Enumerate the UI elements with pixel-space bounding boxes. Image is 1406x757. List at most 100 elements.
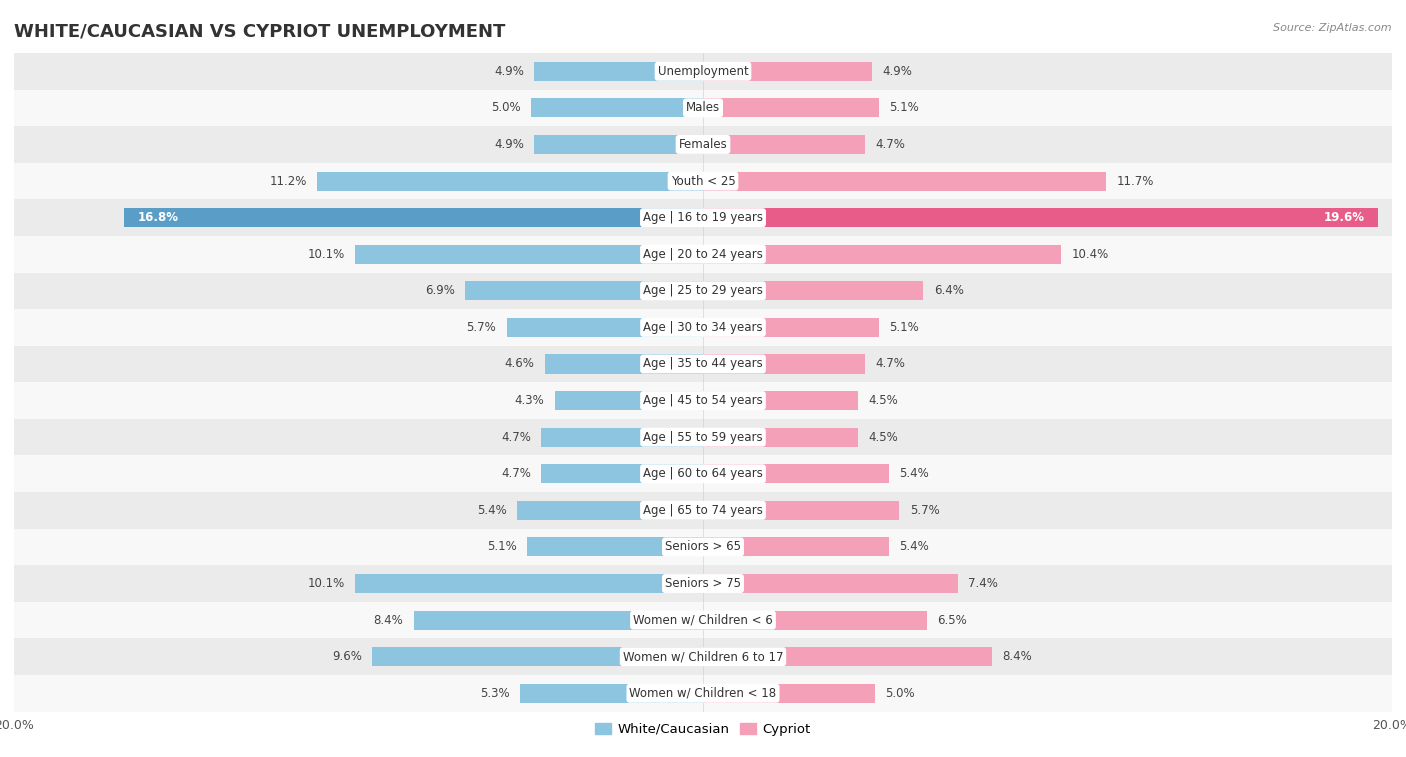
- Bar: [703, 245, 1062, 263]
- Bar: [703, 647, 993, 666]
- Bar: [413, 611, 703, 630]
- Text: 5.1%: 5.1%: [488, 540, 517, 553]
- Bar: [14, 309, 1392, 346]
- Bar: [703, 684, 875, 702]
- Text: 10.4%: 10.4%: [1071, 248, 1109, 260]
- Text: 5.4%: 5.4%: [900, 467, 929, 480]
- Bar: [703, 172, 1107, 191]
- Text: Age | 35 to 44 years: Age | 35 to 44 years: [643, 357, 763, 370]
- Bar: [703, 98, 879, 117]
- Text: Age | 16 to 19 years: Age | 16 to 19 years: [643, 211, 763, 224]
- Bar: [703, 354, 865, 373]
- Bar: [465, 282, 703, 301]
- Text: 6.5%: 6.5%: [938, 614, 967, 627]
- Bar: [703, 135, 865, 154]
- Text: Age | 30 to 34 years: Age | 30 to 34 years: [643, 321, 763, 334]
- Text: 5.4%: 5.4%: [900, 540, 929, 553]
- Bar: [14, 236, 1392, 273]
- Bar: [703, 208, 1378, 227]
- Bar: [527, 537, 703, 556]
- Text: Males: Males: [686, 101, 720, 114]
- Bar: [124, 208, 703, 227]
- Text: 19.6%: 19.6%: [1323, 211, 1364, 224]
- Bar: [14, 89, 1392, 126]
- Text: 5.1%: 5.1%: [889, 321, 918, 334]
- Bar: [520, 684, 703, 702]
- Text: 4.3%: 4.3%: [515, 394, 544, 407]
- Bar: [703, 282, 924, 301]
- Text: 9.6%: 9.6%: [332, 650, 361, 663]
- Text: 5.7%: 5.7%: [910, 504, 939, 517]
- Bar: [703, 428, 858, 447]
- Text: Women w/ Children < 18: Women w/ Children < 18: [630, 687, 776, 699]
- Text: 4.7%: 4.7%: [875, 138, 905, 151]
- Text: Source: ZipAtlas.com: Source: ZipAtlas.com: [1274, 23, 1392, 33]
- Text: Age | 20 to 24 years: Age | 20 to 24 years: [643, 248, 763, 260]
- Bar: [14, 602, 1392, 638]
- Bar: [14, 675, 1392, 712]
- Bar: [534, 62, 703, 81]
- Text: 5.1%: 5.1%: [889, 101, 918, 114]
- Bar: [703, 501, 900, 520]
- Text: 4.5%: 4.5%: [869, 394, 898, 407]
- Bar: [14, 273, 1392, 309]
- Bar: [356, 245, 703, 263]
- Text: Age | 65 to 74 years: Age | 65 to 74 years: [643, 504, 763, 517]
- Bar: [14, 199, 1392, 236]
- Text: Age | 25 to 29 years: Age | 25 to 29 years: [643, 285, 763, 298]
- Text: 7.4%: 7.4%: [969, 577, 998, 590]
- Text: 4.6%: 4.6%: [505, 357, 534, 370]
- Bar: [703, 574, 957, 593]
- Text: 11.7%: 11.7%: [1116, 175, 1154, 188]
- Text: 4.9%: 4.9%: [494, 138, 524, 151]
- Legend: White/Caucasian, Cypriot: White/Caucasian, Cypriot: [591, 718, 815, 741]
- Text: Unemployment: Unemployment: [658, 65, 748, 78]
- Bar: [531, 98, 703, 117]
- Text: 4.9%: 4.9%: [494, 65, 524, 78]
- Text: 4.7%: 4.7%: [501, 467, 531, 480]
- Text: 16.8%: 16.8%: [138, 211, 179, 224]
- Bar: [14, 492, 1392, 528]
- Text: 5.0%: 5.0%: [886, 687, 915, 699]
- Text: 5.7%: 5.7%: [467, 321, 496, 334]
- Text: 6.4%: 6.4%: [934, 285, 963, 298]
- Text: 8.4%: 8.4%: [1002, 650, 1032, 663]
- Text: Age | 60 to 64 years: Age | 60 to 64 years: [643, 467, 763, 480]
- Text: Women w/ Children < 6: Women w/ Children < 6: [633, 614, 773, 627]
- Bar: [356, 574, 703, 593]
- Text: 5.4%: 5.4%: [477, 504, 506, 517]
- Bar: [541, 428, 703, 447]
- Text: 4.7%: 4.7%: [501, 431, 531, 444]
- Bar: [14, 126, 1392, 163]
- Text: 4.9%: 4.9%: [882, 65, 912, 78]
- Text: Females: Females: [679, 138, 727, 151]
- Bar: [703, 62, 872, 81]
- Text: 4.7%: 4.7%: [875, 357, 905, 370]
- Bar: [517, 501, 703, 520]
- Text: 4.5%: 4.5%: [869, 431, 898, 444]
- Bar: [14, 346, 1392, 382]
- Text: Women w/ Children 6 to 17: Women w/ Children 6 to 17: [623, 650, 783, 663]
- Text: Age | 45 to 54 years: Age | 45 to 54 years: [643, 394, 763, 407]
- Text: 11.2%: 11.2%: [270, 175, 307, 188]
- Text: 5.0%: 5.0%: [491, 101, 520, 114]
- Text: Seniors > 65: Seniors > 65: [665, 540, 741, 553]
- Bar: [14, 565, 1392, 602]
- Bar: [541, 464, 703, 483]
- Bar: [14, 53, 1392, 89]
- Bar: [318, 172, 703, 191]
- Text: Age | 55 to 59 years: Age | 55 to 59 years: [643, 431, 763, 444]
- Bar: [534, 135, 703, 154]
- Text: 8.4%: 8.4%: [374, 614, 404, 627]
- Text: 10.1%: 10.1%: [308, 248, 344, 260]
- Text: 5.3%: 5.3%: [481, 687, 510, 699]
- Text: Seniors > 75: Seniors > 75: [665, 577, 741, 590]
- Bar: [703, 537, 889, 556]
- Bar: [506, 318, 703, 337]
- Bar: [14, 163, 1392, 199]
- Bar: [14, 638, 1392, 675]
- Text: Youth < 25: Youth < 25: [671, 175, 735, 188]
- Bar: [14, 456, 1392, 492]
- Bar: [544, 354, 703, 373]
- Text: WHITE/CAUCASIAN VS CYPRIOT UNEMPLOYMENT: WHITE/CAUCASIAN VS CYPRIOT UNEMPLOYMENT: [14, 23, 505, 41]
